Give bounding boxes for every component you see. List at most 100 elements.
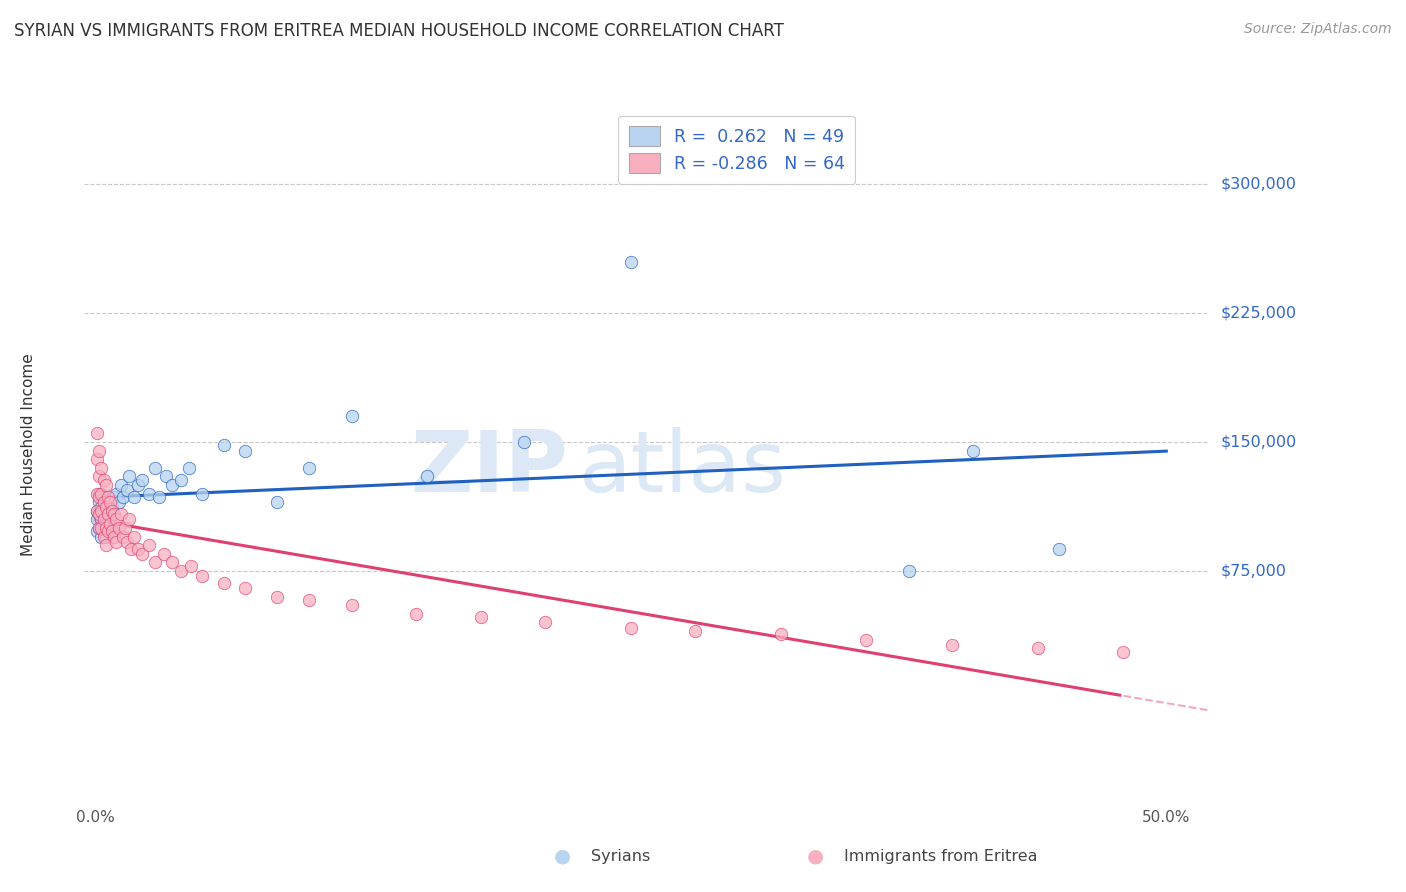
Point <box>90 512 112 526</box>
Point <box>122 490 145 504</box>
Point <box>98 495 121 509</box>
Point <box>101 504 124 518</box>
Point <box>131 547 153 561</box>
Point <box>89 507 111 521</box>
Point <box>152 547 174 561</box>
Point <box>89 469 111 483</box>
Point <box>1112 645 1135 659</box>
Point <box>111 529 134 543</box>
Point <box>94 478 117 492</box>
Point <box>90 486 112 500</box>
Point <box>138 486 160 500</box>
Point <box>143 555 166 569</box>
Point <box>111 490 134 504</box>
Point <box>101 507 124 521</box>
Point <box>93 473 115 487</box>
Legend: R =  0.262   N = 49, R = -0.286   N = 64: R = 0.262 N = 49, R = -0.286 N = 64 <box>619 116 855 184</box>
Point <box>86 452 108 467</box>
Point <box>179 460 201 475</box>
Point <box>898 564 921 578</box>
Point <box>86 504 108 518</box>
Point <box>121 541 143 556</box>
Point <box>94 504 117 518</box>
Point <box>89 495 111 509</box>
Point <box>534 615 557 630</box>
Point <box>127 478 149 492</box>
Point <box>416 469 439 483</box>
Point <box>962 443 984 458</box>
Point <box>98 521 121 535</box>
Point <box>191 569 214 583</box>
Text: Source: ZipAtlas.com: Source: ZipAtlas.com <box>1244 22 1392 37</box>
Point <box>101 524 124 539</box>
Point <box>93 495 115 509</box>
Point <box>89 521 111 535</box>
Point <box>180 558 202 573</box>
Point <box>620 621 643 635</box>
Point <box>233 443 256 458</box>
Point <box>90 504 112 518</box>
Point <box>90 529 112 543</box>
Text: ●: ● <box>807 847 824 866</box>
Point <box>620 254 643 268</box>
Point <box>118 512 141 526</box>
Point <box>155 469 177 483</box>
Point <box>86 512 108 526</box>
Text: Syrians: Syrians <box>591 849 650 863</box>
Point <box>340 599 363 613</box>
Point <box>160 478 183 492</box>
Point <box>298 460 321 475</box>
Point <box>170 473 193 487</box>
Point <box>94 500 117 515</box>
Point <box>103 529 125 543</box>
Point <box>89 507 111 521</box>
Point <box>105 486 128 500</box>
Point <box>212 438 235 452</box>
Point <box>233 581 256 595</box>
Point <box>94 529 117 543</box>
Point <box>143 460 166 475</box>
Text: ●: ● <box>554 847 571 866</box>
Point <box>512 435 534 450</box>
Text: $225,000: $225,000 <box>1220 306 1296 321</box>
Point <box>89 521 111 535</box>
Point <box>93 507 115 521</box>
Point <box>90 460 112 475</box>
Point <box>93 529 115 543</box>
Point <box>97 490 120 504</box>
Point <box>97 524 120 539</box>
Point <box>90 500 112 515</box>
Point <box>93 490 115 504</box>
Point <box>98 517 121 532</box>
Point <box>114 521 136 535</box>
Point <box>1047 541 1070 556</box>
Text: Immigrants from Eritrea: Immigrants from Eritrea <box>844 849 1038 863</box>
Text: $150,000: $150,000 <box>1220 434 1296 450</box>
Point <box>855 632 877 647</box>
Point <box>94 521 117 535</box>
Point <box>138 538 160 552</box>
Point <box>298 593 321 607</box>
Point <box>97 512 120 526</box>
Text: SYRIAN VS IMMIGRANTS FROM ERITREA MEDIAN HOUSEHOLD INCOME CORRELATION CHART: SYRIAN VS IMMIGRANTS FROM ERITREA MEDIAN… <box>14 22 785 40</box>
Point <box>266 590 288 604</box>
Point <box>103 507 125 521</box>
Point <box>89 486 111 500</box>
Point <box>107 495 129 509</box>
Point <box>266 495 288 509</box>
Point <box>86 486 108 500</box>
Text: atlas: atlas <box>579 427 787 510</box>
Point <box>769 627 792 641</box>
Point <box>101 500 124 515</box>
Point <box>93 521 115 535</box>
Point <box>148 490 170 504</box>
Text: $75,000: $75,000 <box>1220 564 1286 578</box>
Point <box>89 490 111 504</box>
Point <box>86 504 108 518</box>
Point <box>105 534 128 549</box>
Point <box>191 486 214 500</box>
Point <box>131 473 153 487</box>
Text: ZIP: ZIP <box>411 427 568 510</box>
Point <box>94 538 117 552</box>
Point <box>127 541 149 556</box>
